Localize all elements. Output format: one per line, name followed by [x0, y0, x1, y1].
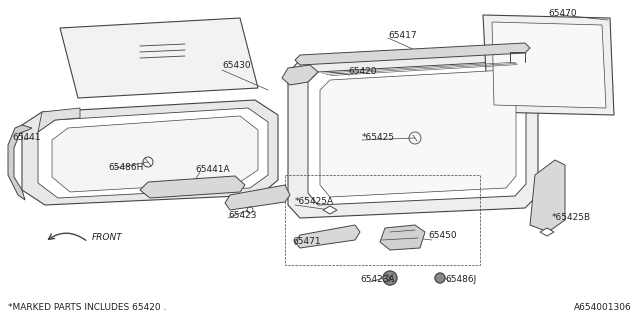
Text: *65425: *65425	[362, 133, 395, 142]
Polygon shape	[483, 15, 614, 115]
Text: FRONT: FRONT	[92, 234, 123, 243]
Text: 65486H: 65486H	[108, 164, 143, 172]
Polygon shape	[540, 228, 554, 236]
Polygon shape	[140, 176, 245, 198]
Text: 65441: 65441	[12, 133, 40, 142]
Text: *MARKED PARTS INCLUDES 65420 .: *MARKED PARTS INCLUDES 65420 .	[8, 303, 166, 312]
Polygon shape	[8, 125, 32, 200]
Polygon shape	[288, 48, 538, 218]
Polygon shape	[530, 160, 565, 232]
Text: 65471: 65471	[292, 237, 321, 246]
Text: 65450: 65450	[428, 230, 456, 239]
Text: *65425B: *65425B	[552, 213, 591, 222]
Polygon shape	[320, 70, 516, 197]
Text: 65420: 65420	[348, 68, 376, 76]
Text: 65470: 65470	[548, 10, 577, 19]
Polygon shape	[38, 108, 80, 132]
Text: A654001306: A654001306	[574, 303, 632, 312]
Text: 65423: 65423	[228, 211, 257, 220]
Polygon shape	[38, 108, 268, 198]
Polygon shape	[323, 206, 337, 214]
Text: 65417: 65417	[388, 30, 417, 39]
Text: 65430: 65430	[222, 60, 251, 69]
Polygon shape	[380, 225, 425, 250]
Polygon shape	[492, 22, 606, 108]
Polygon shape	[225, 185, 290, 210]
Polygon shape	[308, 61, 526, 205]
Polygon shape	[295, 225, 360, 248]
Circle shape	[435, 273, 445, 283]
Text: 65441A: 65441A	[195, 165, 230, 174]
Text: *65425A: *65425A	[295, 197, 334, 206]
Polygon shape	[22, 100, 278, 205]
Polygon shape	[295, 43, 530, 65]
Text: 65486J: 65486J	[445, 276, 476, 284]
Polygon shape	[60, 18, 258, 98]
Circle shape	[383, 271, 397, 285]
Text: 65423A: 65423A	[360, 276, 395, 284]
Polygon shape	[282, 65, 318, 85]
Polygon shape	[52, 116, 258, 192]
